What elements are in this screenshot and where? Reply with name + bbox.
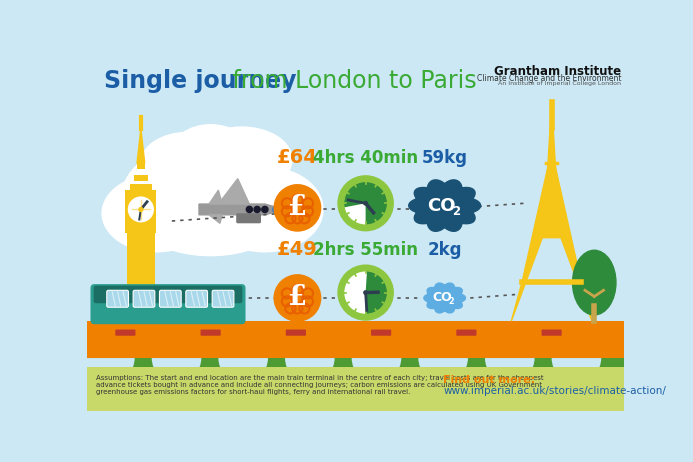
Ellipse shape bbox=[191, 127, 292, 192]
Wedge shape bbox=[344, 182, 387, 225]
Circle shape bbox=[364, 291, 367, 294]
FancyBboxPatch shape bbox=[87, 367, 624, 411]
FancyBboxPatch shape bbox=[541, 329, 562, 336]
FancyBboxPatch shape bbox=[87, 370, 624, 411]
Polygon shape bbox=[547, 128, 556, 168]
Circle shape bbox=[341, 268, 390, 317]
Circle shape bbox=[274, 185, 321, 231]
Text: £: £ bbox=[288, 195, 307, 221]
FancyBboxPatch shape bbox=[130, 184, 152, 190]
FancyBboxPatch shape bbox=[133, 290, 155, 307]
Circle shape bbox=[128, 197, 153, 222]
Polygon shape bbox=[424, 283, 466, 313]
FancyBboxPatch shape bbox=[125, 190, 157, 232]
FancyBboxPatch shape bbox=[91, 284, 245, 324]
FancyBboxPatch shape bbox=[236, 213, 261, 223]
FancyBboxPatch shape bbox=[127, 225, 155, 325]
Text: Single journey: Single journey bbox=[104, 69, 296, 93]
FancyBboxPatch shape bbox=[127, 190, 155, 196]
Wedge shape bbox=[485, 358, 534, 383]
FancyBboxPatch shape bbox=[212, 290, 234, 307]
Text: Grantham Institute: Grantham Institute bbox=[494, 65, 622, 78]
Text: £49: £49 bbox=[277, 241, 318, 260]
Wedge shape bbox=[419, 358, 468, 383]
FancyBboxPatch shape bbox=[186, 290, 207, 307]
FancyBboxPatch shape bbox=[94, 286, 243, 303]
Wedge shape bbox=[552, 358, 602, 383]
Circle shape bbox=[254, 207, 261, 213]
FancyBboxPatch shape bbox=[137, 163, 145, 170]
FancyBboxPatch shape bbox=[371, 329, 392, 336]
Text: 2: 2 bbox=[452, 205, 460, 218]
Circle shape bbox=[246, 207, 252, 213]
Text: from London to Paris: from London to Paris bbox=[225, 69, 476, 93]
FancyBboxPatch shape bbox=[200, 329, 220, 336]
FancyBboxPatch shape bbox=[87, 358, 624, 370]
Ellipse shape bbox=[121, 140, 300, 255]
Ellipse shape bbox=[294, 279, 301, 284]
Wedge shape bbox=[366, 271, 387, 314]
Text: 2kg: 2kg bbox=[428, 242, 462, 260]
Text: 59kg: 59kg bbox=[421, 149, 468, 167]
FancyBboxPatch shape bbox=[87, 321, 624, 358]
Text: 4hrs 40min: 4hrs 40min bbox=[313, 149, 418, 167]
Circle shape bbox=[341, 179, 390, 228]
Wedge shape bbox=[152, 358, 202, 383]
Circle shape bbox=[274, 275, 321, 321]
Polygon shape bbox=[209, 190, 222, 204]
Circle shape bbox=[364, 201, 367, 205]
Ellipse shape bbox=[141, 133, 234, 194]
FancyBboxPatch shape bbox=[286, 329, 306, 336]
Polygon shape bbox=[556, 168, 592, 321]
FancyBboxPatch shape bbox=[107, 290, 128, 307]
Wedge shape bbox=[85, 358, 134, 383]
Wedge shape bbox=[351, 358, 401, 383]
Polygon shape bbox=[511, 168, 547, 321]
Wedge shape bbox=[218, 358, 268, 383]
Ellipse shape bbox=[572, 250, 616, 315]
Text: 2hrs 55min: 2hrs 55min bbox=[313, 242, 418, 260]
Circle shape bbox=[262, 207, 268, 213]
Wedge shape bbox=[285, 358, 335, 383]
Circle shape bbox=[139, 207, 143, 212]
Text: www.imperial.ac.uk/stories/climate-action/: www.imperial.ac.uk/stories/climate-actio… bbox=[443, 386, 666, 396]
Ellipse shape bbox=[207, 167, 323, 252]
Ellipse shape bbox=[294, 189, 301, 194]
Polygon shape bbox=[209, 215, 222, 223]
Text: An Institute of Imperial College London: An Institute of Imperial College London bbox=[498, 81, 622, 86]
Text: Find out more:: Find out more: bbox=[443, 375, 535, 385]
Polygon shape bbox=[199, 204, 284, 215]
Ellipse shape bbox=[172, 125, 249, 179]
Text: £64: £64 bbox=[277, 148, 318, 167]
Text: 2: 2 bbox=[448, 297, 454, 306]
FancyBboxPatch shape bbox=[115, 329, 135, 336]
FancyBboxPatch shape bbox=[159, 290, 181, 307]
Polygon shape bbox=[218, 179, 249, 204]
Polygon shape bbox=[137, 128, 145, 163]
FancyBboxPatch shape bbox=[292, 185, 303, 193]
Text: CO: CO bbox=[432, 292, 453, 304]
FancyBboxPatch shape bbox=[134, 175, 148, 181]
Polygon shape bbox=[409, 180, 481, 231]
Ellipse shape bbox=[272, 206, 283, 213]
FancyBboxPatch shape bbox=[456, 329, 477, 336]
Polygon shape bbox=[543, 168, 561, 237]
Text: CO: CO bbox=[427, 197, 455, 214]
Text: Climate Change and the Environment: Climate Change and the Environment bbox=[477, 74, 622, 83]
Text: Assumptions: The start and end location are the main train terminal in the centr: Assumptions: The start and end location … bbox=[96, 375, 543, 395]
Text: £: £ bbox=[288, 285, 307, 311]
FancyBboxPatch shape bbox=[292, 275, 303, 283]
Ellipse shape bbox=[102, 175, 211, 252]
